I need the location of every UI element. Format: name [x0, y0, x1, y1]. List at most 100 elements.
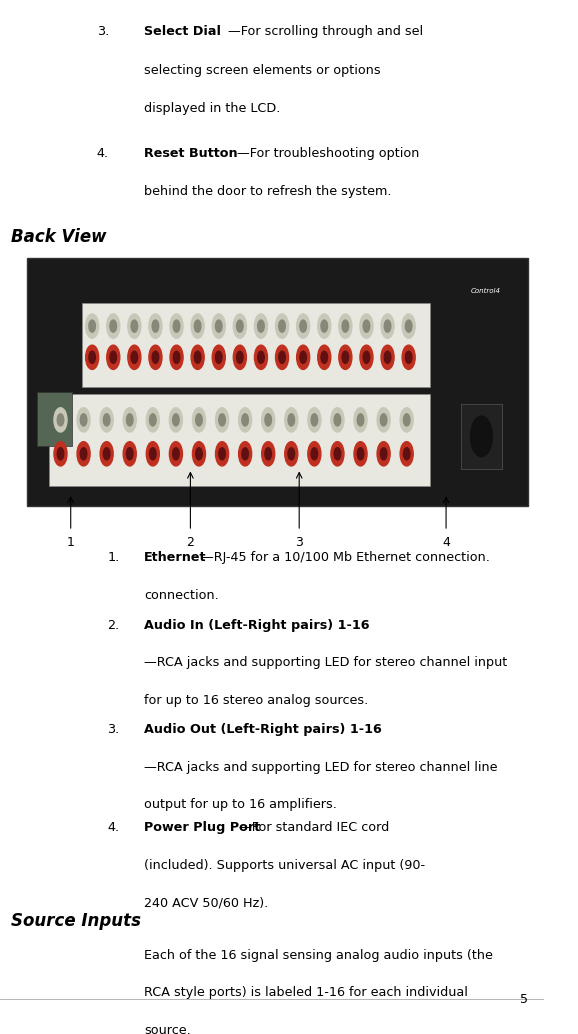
Text: 3.: 3. [108, 723, 120, 736]
Circle shape [403, 414, 410, 426]
Circle shape [380, 414, 387, 426]
Circle shape [384, 352, 391, 363]
FancyBboxPatch shape [461, 404, 502, 468]
Text: Audio Out (Left-Right pairs) 1-16: Audio Out (Left-Right pairs) 1-16 [144, 723, 382, 736]
Text: Power Plug Port: Power Plug Port [144, 821, 261, 834]
Circle shape [191, 314, 204, 338]
Circle shape [402, 345, 415, 369]
Circle shape [321, 321, 328, 332]
Circle shape [279, 321, 286, 332]
Circle shape [86, 314, 99, 338]
Circle shape [128, 345, 141, 369]
Circle shape [192, 442, 206, 466]
Text: 1: 1 [67, 536, 75, 549]
Circle shape [360, 345, 373, 369]
Text: selecting screen elements or options: selecting screen elements or options [144, 64, 381, 77]
Circle shape [236, 321, 243, 332]
Circle shape [219, 448, 225, 460]
Circle shape [152, 352, 159, 363]
Circle shape [80, 414, 87, 426]
Circle shape [279, 352, 286, 363]
Circle shape [331, 442, 344, 466]
Circle shape [285, 407, 298, 432]
FancyBboxPatch shape [81, 303, 430, 387]
Circle shape [254, 314, 268, 338]
Circle shape [300, 352, 306, 363]
Text: RCA style ports) is labeled 1-16 for each individual: RCA style ports) is labeled 1-16 for eac… [144, 986, 468, 999]
Circle shape [405, 321, 412, 332]
Circle shape [300, 321, 306, 332]
Circle shape [334, 414, 340, 426]
Text: 3: 3 [295, 536, 303, 549]
Circle shape [194, 352, 201, 363]
Circle shape [131, 321, 138, 332]
Text: —For troubleshooting option: —For troubleshooting option [236, 147, 419, 159]
Circle shape [128, 314, 141, 338]
Circle shape [194, 321, 201, 332]
Circle shape [103, 414, 110, 426]
Circle shape [77, 442, 90, 466]
Circle shape [357, 448, 364, 460]
Circle shape [265, 414, 272, 426]
Text: (included). Supports universal AC input (90-: (included). Supports universal AC input … [144, 858, 425, 872]
Circle shape [308, 442, 321, 466]
Circle shape [89, 321, 95, 332]
Text: for up to 16 stereo analog sources.: for up to 16 stereo analog sources. [144, 694, 368, 707]
Circle shape [339, 345, 352, 369]
Circle shape [77, 407, 90, 432]
Circle shape [54, 442, 67, 466]
Text: 1.: 1. [108, 551, 120, 565]
Circle shape [234, 314, 246, 338]
Circle shape [191, 345, 204, 369]
Circle shape [331, 407, 344, 432]
Circle shape [311, 414, 318, 426]
Text: Reset Button: Reset Button [144, 147, 238, 159]
Circle shape [57, 414, 64, 426]
Text: 4.: 4. [108, 821, 120, 834]
Circle shape [363, 352, 370, 363]
Circle shape [297, 314, 310, 338]
Circle shape [219, 414, 225, 426]
Circle shape [262, 407, 275, 432]
Circle shape [354, 407, 367, 432]
Circle shape [470, 416, 492, 457]
Circle shape [146, 407, 160, 432]
Text: 5: 5 [520, 994, 528, 1006]
Circle shape [123, 442, 136, 466]
Circle shape [363, 321, 370, 332]
Text: connection.: connection. [144, 588, 219, 602]
Text: 4.: 4. [97, 147, 109, 159]
Circle shape [169, 407, 183, 432]
Circle shape [239, 407, 251, 432]
Circle shape [123, 407, 136, 432]
Text: behind the door to refresh the system.: behind the door to refresh the system. [144, 185, 392, 199]
Text: Ethernet: Ethernet [144, 551, 207, 565]
Text: —RCA jacks and supporting LED for stereo channel line: —RCA jacks and supporting LED for stereo… [144, 761, 498, 773]
Circle shape [127, 414, 133, 426]
Circle shape [149, 314, 162, 338]
Circle shape [173, 352, 180, 363]
Circle shape [236, 352, 243, 363]
Circle shape [173, 321, 180, 332]
Circle shape [288, 414, 295, 426]
Circle shape [339, 314, 352, 338]
Circle shape [170, 314, 183, 338]
FancyBboxPatch shape [49, 394, 430, 486]
Circle shape [100, 407, 113, 432]
Text: —RJ-45 for a 10/100 Mb Ethernet connection.: —RJ-45 for a 10/100 Mb Ethernet connecti… [201, 551, 490, 565]
Text: Control4: Control4 [470, 287, 501, 294]
FancyBboxPatch shape [27, 257, 528, 506]
Circle shape [196, 414, 202, 426]
Circle shape [377, 407, 390, 432]
Circle shape [173, 414, 179, 426]
Circle shape [234, 345, 246, 369]
Circle shape [254, 345, 268, 369]
Text: 3.: 3. [97, 25, 109, 38]
Circle shape [216, 352, 222, 363]
Text: output for up to 16 amplifiers.: output for up to 16 amplifiers. [144, 798, 337, 811]
Text: source.: source. [144, 1024, 191, 1034]
Circle shape [276, 345, 288, 369]
Circle shape [127, 448, 133, 460]
Circle shape [402, 314, 415, 338]
Circle shape [380, 448, 387, 460]
